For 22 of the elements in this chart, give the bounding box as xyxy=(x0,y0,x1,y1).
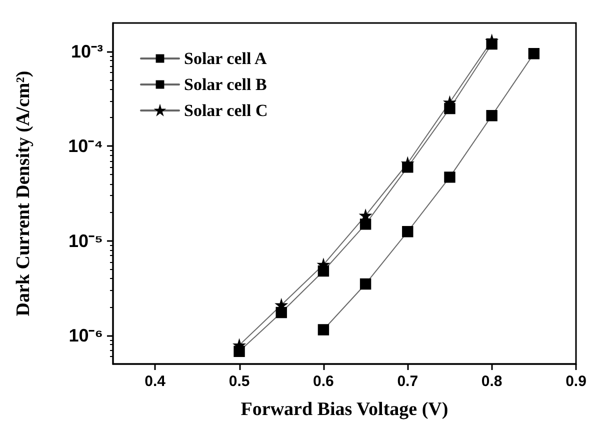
point xyxy=(486,110,498,122)
y-tick-label: 10⁻⁶ xyxy=(68,326,103,346)
legend-label: Solar cell B xyxy=(184,75,267,94)
x-tick-label: 0.9 xyxy=(566,373,586,390)
x-tick-label: 0.8 xyxy=(481,373,502,390)
x-tick-label: 0.7 xyxy=(397,373,418,390)
y-tick-label: 10⁻⁵ xyxy=(68,230,103,251)
point xyxy=(318,324,330,336)
legend-label: Solar cell C xyxy=(184,101,268,120)
point xyxy=(360,218,372,230)
x-axis-title: Forward Bias Voltage (V) xyxy=(240,399,448,420)
y-axis-title: Dark Current Density (A/cm²) xyxy=(13,70,34,316)
x-tick-label: 0.6 xyxy=(313,373,334,390)
y-tick-label: 10⁻⁴ xyxy=(68,136,103,156)
legend-label: Solar cell A xyxy=(184,49,268,68)
y-tick-label: 10⁻³ xyxy=(70,42,104,62)
point xyxy=(360,278,372,290)
point xyxy=(528,48,540,60)
point xyxy=(444,172,456,183)
x-tick-label: 0.5 xyxy=(228,373,250,390)
point xyxy=(402,226,414,238)
x-tick-label: 0.4 xyxy=(144,373,166,390)
